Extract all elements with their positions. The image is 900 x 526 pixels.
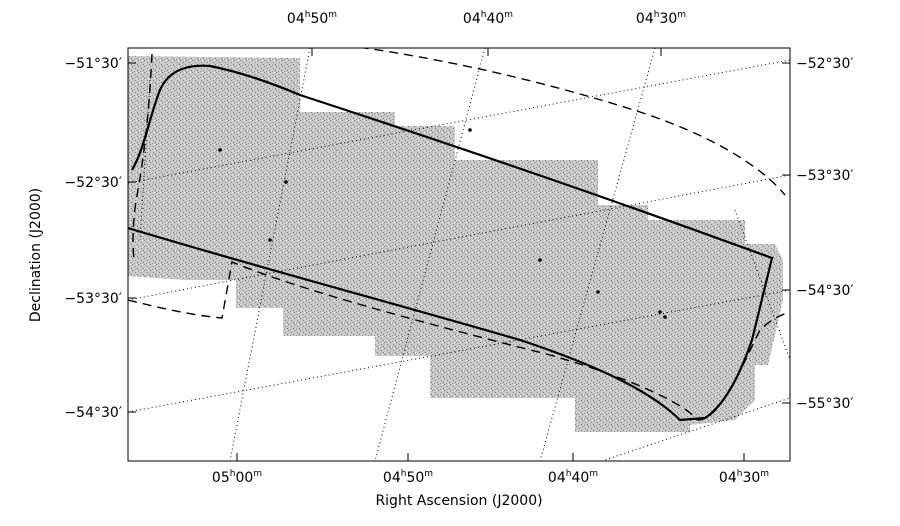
source-dot [268,238,272,242]
source-dot [596,290,600,294]
source-dot [468,128,472,132]
y-tick-label-right: −55°30′ [796,396,854,412]
source-dot [658,310,662,314]
dashed-arc-top [359,48,786,196]
dashed-boundary [128,261,790,421]
y-tick-label-right: −54°30′ [796,283,854,299]
y-tick-label-left: −54°30′ [64,405,122,421]
y-tick-label-left: −53°30′ [64,291,122,307]
x-tick-label-bottom: 05h00m [212,469,262,486]
y-tick-label-right: −53°30′ [796,168,854,184]
x-tick-label-top: 04h40m [463,10,513,27]
source-dot [538,258,542,262]
grid-line [128,289,790,413]
solid-boundary [128,64,774,422]
source-dot [663,315,667,319]
grid-line [600,397,790,461]
source-dot [284,180,288,184]
grid-line [374,48,486,461]
x-tick-label-bottom: 04h40m [548,469,598,486]
grid-line [128,59,790,184]
source-dot [218,148,222,152]
x-tick-label-top: 04h30m [636,10,686,27]
y-tick-label-left: −51°30′ [64,56,122,72]
x-axis-title: Right Ascension (J2000) [375,493,542,509]
dashed-boundary-left [132,53,153,261]
x-tick-label-bottom: 04h50m [383,469,433,486]
grid-line [139,79,151,241]
plot-frame [127,47,791,462]
y-axis-title: Declination (J2000) [28,188,44,322]
coverage-region [128,56,783,432]
x-tick-label-top: 04h50m [287,10,337,27]
y-tick-label-left: −52°30′ [64,175,122,191]
x-tick-label-bottom: 04h30m [719,469,769,486]
grid-line [128,174,790,301]
y-tick-label-right: −52°30′ [796,56,854,72]
